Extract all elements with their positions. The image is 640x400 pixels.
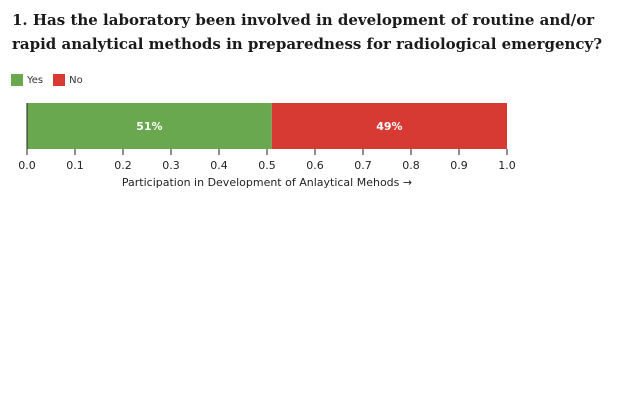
legend-item-no: No: [53, 74, 83, 86]
x-axis-title: Participation in Development of Anlaytic…: [122, 176, 412, 189]
x-tick-label: 0.9: [450, 159, 468, 172]
x-tick-label: 0.7: [354, 159, 372, 172]
x-tick-label: 0.2: [114, 159, 132, 172]
x-tick-label: 0.0: [18, 159, 36, 172]
x-tick-label: 0.8: [402, 159, 420, 172]
bar-label-no: 49%: [376, 120, 402, 133]
bar-label-yes: 51%: [136, 120, 162, 133]
legend: Yes No: [11, 74, 93, 86]
bar-no: [271, 103, 507, 149]
x-tick-label: 0.5: [258, 159, 276, 172]
legend-swatch-yes: [11, 74, 23, 86]
legend-swatch-no: [53, 74, 66, 86]
x-tick-label: 0.4: [210, 159, 228, 172]
x-tick-label: 0.1: [66, 159, 84, 172]
x-tick-label: 0.3: [162, 159, 180, 172]
legend-label-yes: Yes: [27, 74, 44, 86]
x-axis: 0.0 0.1 0.2 0.3 0.4 0.5 0.6 0.7 0.8 0.9 1.0: [18, 103, 516, 172]
x-tick-label: 1.0: [498, 159, 516, 172]
chart-title: 1. Has the laboratory been involved in d…: [12, 11, 603, 53]
bars-group: 51% 49%: [27, 103, 507, 149]
legend-label-no: No: [69, 74, 83, 86]
x-tick-label: 0.6: [306, 159, 324, 172]
bar-yes: [27, 103, 272, 149]
legend-item-yes: Yes: [11, 74, 43, 86]
